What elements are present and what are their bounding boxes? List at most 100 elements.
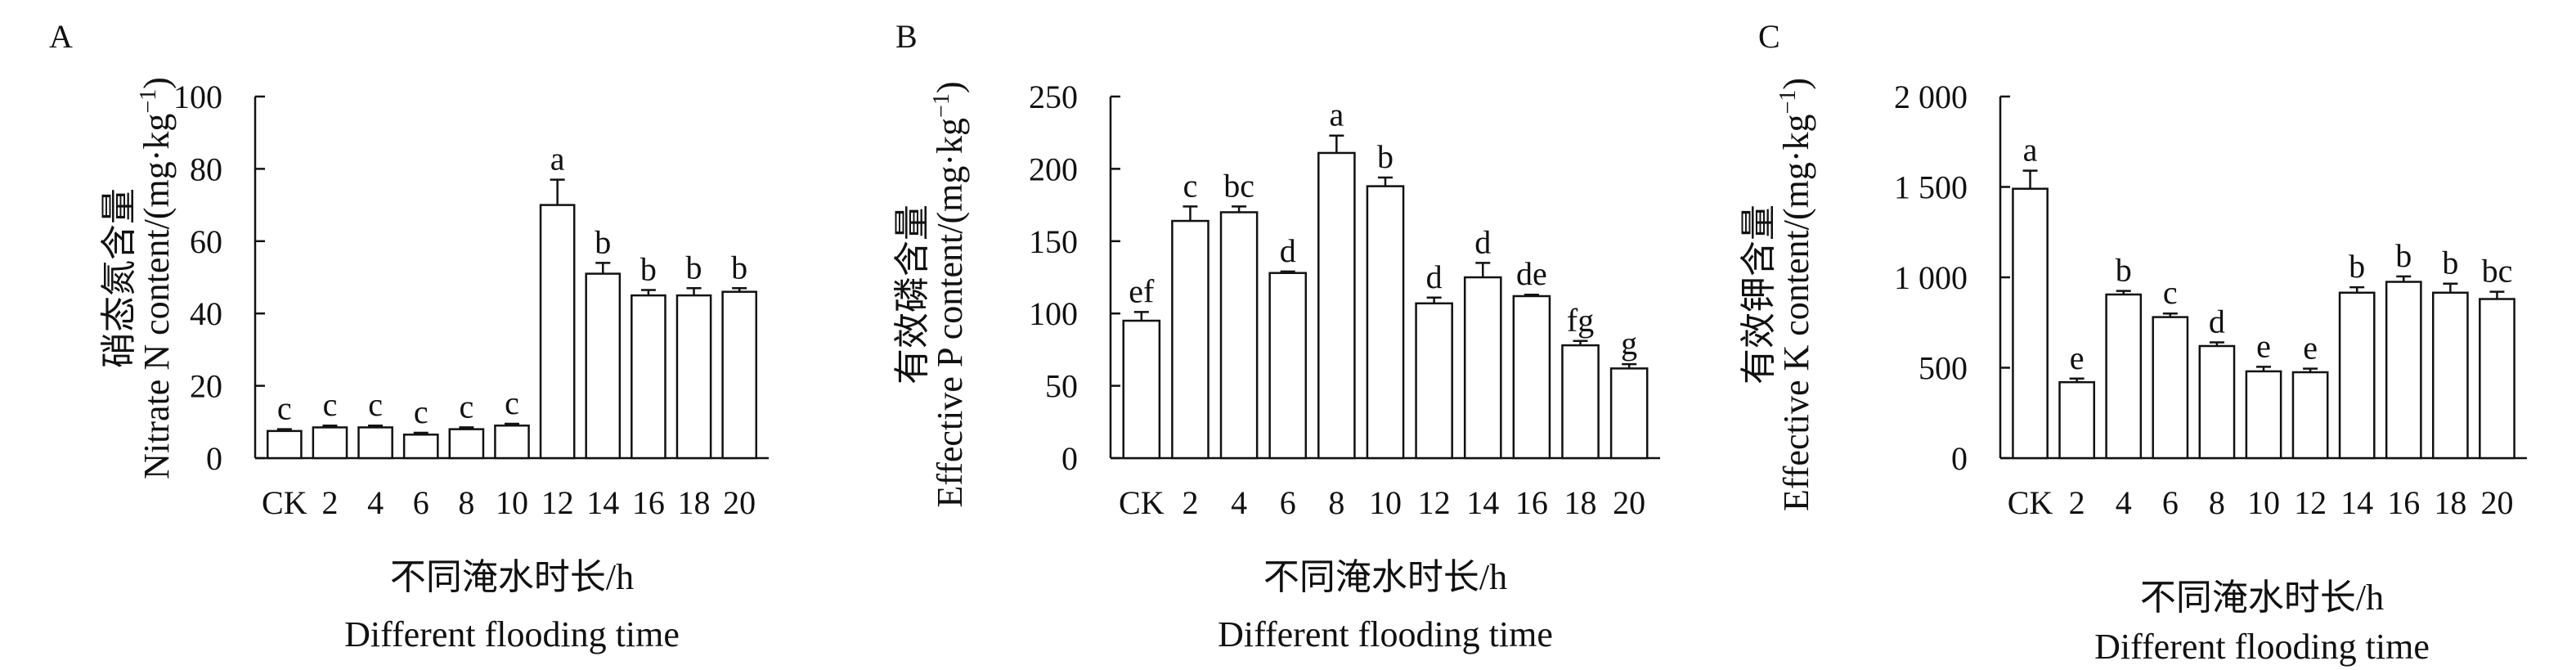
panel-c-significance-label: e (2303, 330, 2318, 366)
panel-a-bar (675, 294, 712, 460)
panel-c-x-tick-label: 6 (2162, 484, 2179, 521)
panel-a-significance-label: c (505, 384, 519, 421)
panel-a: A 硝态氮含量 Nitrate N content/(mg·kg−1) 0 20 4… (49, 18, 769, 654)
panel-b-x-tick-label: 4 (1231, 484, 1247, 521)
panel-a-error-bars (276, 178, 747, 435)
panel-a-bar (266, 429, 303, 460)
panel-b-bar (1415, 302, 1453, 460)
panel-c-bar (2105, 293, 2143, 460)
panel-a-x-tick-label: 6 (413, 484, 429, 521)
panel-a-significance-label: b (686, 249, 702, 286)
panel-c-significance-label: bc (2482, 253, 2513, 290)
panel-a-x-tick-label: 10 (496, 484, 528, 521)
panel-a-xlabel-en: Different flooding time (344, 614, 680, 654)
panel-c-ylabel-cn: 有效钾含量 (1739, 205, 1779, 384)
panel-c-x-tick-label: 14 (2340, 484, 2373, 521)
panel-b-significance-label: bc (1223, 167, 1254, 204)
panel-c-x-tick-label: 8 (2209, 484, 2225, 521)
panel-b-significance-label: fg (1567, 302, 1594, 339)
panel-b-bar (1317, 151, 1356, 460)
panel-b-bar (1122, 319, 1161, 460)
panel-c-y-axis-title: 有效钾含量 Effective K content/(mg·kg−1) (1739, 78, 1816, 511)
panel-b-ylabel-cn: 有效磷含量 (892, 205, 932, 384)
panel-a-x-tick-label: 2 (321, 484, 338, 521)
panel-b-x-tick-label: 14 (1466, 484, 1499, 521)
panel-b-x-tick-label: 16 (1515, 484, 1548, 521)
panel-c-significance-label: e (2070, 339, 2085, 376)
panel-c-significance-label: b (2395, 237, 2412, 274)
panel-b-y-ticks: 0 50 100 150 200 250 (1029, 79, 1120, 477)
panel-c-bar (2431, 291, 2469, 460)
panel-a-significance-label: a (550, 141, 565, 178)
panel-c-bar (2198, 344, 2236, 460)
svg-text:Nitrate N content/(mg·kg−1): Nitrate N content/(mg·kg−1) (136, 77, 177, 479)
panel-c-bar (2385, 281, 2422, 460)
panel-b-ylabel-en: Effective P content/(mg·kg (930, 118, 970, 508)
panel-c-xlabel-en: Different flooding time (2094, 627, 2430, 667)
panel-b-letter: B (895, 18, 918, 55)
panel-a-bar (357, 426, 393, 460)
panel-c-letter: C (1758, 18, 1780, 55)
panel-a-bar (312, 426, 348, 460)
panel-c-x-tick-labels: CK 2 4 6 8 10 12 14 16 18 20 (2008, 484, 2514, 521)
panel-c-x-tick-label: 16 (2387, 484, 2420, 521)
panel-c-ylabel-exp: −1 (1775, 90, 1801, 115)
panel-b-y-tick-label: 200 (1029, 151, 1078, 187)
panel-b-bar (1171, 219, 1209, 460)
panel-a-x-tick-label: 4 (367, 484, 384, 521)
panel-c-significance-label: b (2442, 245, 2458, 281)
panel-b-bars (1122, 151, 1649, 460)
panel-c-significance-label: d (2209, 304, 2225, 340)
panel-b-significance-label: g (1621, 325, 1637, 362)
panel-a-y-tick-label: 0 (206, 440, 222, 477)
panel-b-significance-label: de (1516, 255, 1547, 292)
panel-a-bar (402, 434, 439, 460)
panel-b-x-tick-label: 6 (1280, 484, 1296, 521)
panel-c-y-tick-label: 0 (1951, 440, 1968, 477)
panel-a-bar (631, 294, 666, 460)
panel-a-letter: A (49, 18, 73, 55)
panel-b-significance-label: d (1280, 232, 1296, 269)
panel-c-y-tick-label: 500 (1919, 350, 1968, 387)
panel-c-significance-label: b (2349, 248, 2365, 285)
panel-a-x-tick-labels: CK 2 4 6 8 10 12 14 16 18 20 (262, 484, 756, 521)
panel-b-x-tick-labels: CK 2 4 6 8 10 12 14 16 18 20 (1119, 484, 1645, 521)
panel-c-significance-label: e (2256, 327, 2271, 364)
svg-text:有效钾含量: 有效钾含量 (1739, 205, 1779, 384)
panel-b-y-axis-title: 有效磷含量 Effective P content/(mg·kg−1) (892, 82, 970, 508)
panel-a-ylabel-exp: −1 (136, 89, 161, 114)
panel-a-y-tick-label: 40 (190, 295, 222, 332)
panel-c-x-tick-label: CK (2008, 484, 2053, 521)
panel-a-ylabel-en: Nitrate N content/(mg·kg (137, 114, 177, 479)
panel-c-bar (2058, 380, 2096, 460)
panel-a-x-tick-label: 12 (541, 484, 574, 521)
panel-c: C 有效钾含量 Effective K content/(mg·kg−1) 0 5… (1739, 18, 2527, 667)
panel-a-x-tick-label: 14 (586, 484, 619, 521)
panel-a-significance-label: c (414, 393, 429, 430)
panel-b-y-tick-label: 150 (1029, 223, 1078, 260)
panel-a-y-tick-label: 80 (190, 151, 222, 187)
panel-a-significance-label: b (640, 250, 657, 287)
panel-a-y-tick-label: 100 (173, 79, 222, 115)
svg-text:Effective P content/(mg·kg−1): Effective P content/(mg·kg−1) (929, 82, 970, 508)
panel-b-ylabel-exp: −1 (929, 93, 954, 118)
panel-a-bar (494, 424, 530, 460)
panel-c-ylabel-close: ) (1776, 78, 1816, 90)
panel-a-x-tick-label: 20 (723, 484, 756, 521)
panel-b-xlabel-cn: 不同淹水时长/h (1263, 557, 1507, 597)
panel-b: B 有效磷含量 Effective P content/(mg·kg−1) 0 5… (892, 18, 1660, 654)
panel-a-ylabel-close: ) (137, 77, 177, 89)
panel-a-significance-label: b (731, 249, 747, 286)
panel-b-x-tick-label: 12 (1418, 484, 1451, 521)
panel-c-ylabel-en: Effective K content/(mg·kg (1776, 114, 1816, 510)
panel-b-significance-label: b (1377, 138, 1393, 175)
panel-c-bar (2338, 291, 2376, 460)
panel-b-bar (1561, 344, 1600, 460)
panel-c-y-ticks: 0 500 1 000 1 500 2 000 (1894, 79, 2010, 477)
panel-a-x-tick-label: 8 (458, 484, 474, 521)
panel-b-y-tick-label: 250 (1029, 79, 1078, 115)
panel-a-bar (721, 290, 758, 460)
panel-c-bar (2291, 371, 2329, 460)
